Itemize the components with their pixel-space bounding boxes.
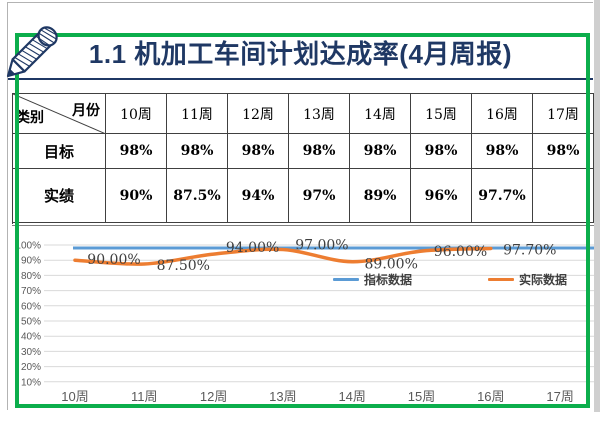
data-label: 87.50% bbox=[157, 258, 210, 274]
legend-swatch-target bbox=[333, 278, 359, 281]
x-tick-label: 17周 bbox=[546, 389, 573, 404]
y-tick-label: 80% bbox=[21, 271, 41, 282]
data-label: 94.00% bbox=[226, 240, 279, 256]
title-underline bbox=[8, 78, 593, 80]
col-header-week11: 11周 bbox=[167, 94, 228, 134]
legend-swatch-actual bbox=[488, 278, 515, 281]
col-header-week10: 10周 bbox=[106, 94, 167, 134]
target-cell: 98% bbox=[106, 134, 167, 169]
target-cell: 98% bbox=[472, 134, 533, 169]
col-header-week16: 16周 bbox=[472, 94, 533, 134]
actual-cell: 94% bbox=[228, 169, 289, 223]
x-tick-label: 13周 bbox=[269, 389, 296, 404]
page-title: 1.1 机加工车间计划达成率(4月周报) bbox=[88, 39, 513, 69]
actual-cell: 97.7% bbox=[472, 169, 533, 223]
y-tick-label: 90% bbox=[21, 256, 41, 267]
slide-left-edge bbox=[7, 2, 8, 410]
target-cell: 98% bbox=[411, 134, 472, 169]
y-tick-label: 30% bbox=[21, 347, 41, 358]
col-header-week13: 13周 bbox=[289, 94, 350, 134]
actual-cell bbox=[533, 169, 594, 223]
table-corner-cell: 类别 月份 bbox=[13, 94, 106, 134]
legend-item-target: 指标数据 bbox=[333, 271, 412, 288]
legend-label-target: 指标数据 bbox=[364, 273, 413, 287]
target-cell: 98% bbox=[350, 134, 411, 169]
y-tick-label: 60% bbox=[21, 301, 41, 312]
table-bottom-rule bbox=[12, 225, 594, 226]
actual-series-line bbox=[73, 246, 493, 266]
data-label: 96.00% bbox=[434, 244, 487, 260]
y-tick-label: 10% bbox=[21, 377, 41, 388]
actual-cell: 96% bbox=[411, 169, 472, 223]
actual-cell: 90% bbox=[106, 169, 167, 223]
target-cell: 98% bbox=[228, 134, 289, 169]
x-tick-label: 16周 bbox=[477, 389, 504, 404]
selection-border[interactable] bbox=[15, 33, 590, 408]
row-header-target: 目标 bbox=[13, 134, 106, 169]
achievement-line-chart[interactable]: 100% 90% 80% 70% 60% 50% 40% 30% 20% 10% 10周 11周 12周… bbox=[0, 232, 600, 410]
x-tick-label: 14周 bbox=[338, 389, 365, 404]
legend-label-actual: 实际数据 bbox=[519, 273, 568, 287]
actual-cell: 97% bbox=[289, 169, 350, 223]
y-tick-label: 40% bbox=[21, 332, 41, 343]
data-label: 97.00% bbox=[295, 238, 348, 254]
corner-diagonal-line bbox=[13, 94, 106, 134]
chart-legend[interactable]: 指标数据 实际数据 bbox=[333, 271, 567, 288]
col-header-week14: 14周 bbox=[350, 94, 411, 134]
data-table[interactable]: 类别 月份 10周 11周 12周 13周 14周 15周 16周 17周 目标… bbox=[12, 93, 600, 224]
title-block[interactable]: 1.1 机加工车间计划达成率(4月周报) bbox=[8, 34, 593, 71]
data-label: 89.00% bbox=[365, 257, 418, 273]
data-label: 90.00% bbox=[87, 252, 140, 268]
corner-label-category: 类别 bbox=[16, 109, 44, 125]
y-tick-label: 20% bbox=[21, 362, 41, 373]
target-cell: 98% bbox=[289, 134, 350, 169]
actual-cell: 87.5% bbox=[167, 169, 228, 223]
x-tick-label: 11周 bbox=[131, 389, 158, 404]
target-cell: 98% bbox=[167, 134, 228, 169]
target-cell: 98% bbox=[533, 134, 594, 169]
corner-label-month: 月份 bbox=[72, 102, 100, 118]
col-header-week17: 17周 bbox=[533, 94, 594, 134]
y-tick-label: 100% bbox=[15, 241, 41, 252]
data-label: 97.70% bbox=[503, 242, 556, 258]
x-tick-label: 10周 bbox=[61, 389, 88, 404]
row-header-actual: 实绩 bbox=[13, 169, 106, 223]
x-tick-label: 15周 bbox=[408, 389, 435, 404]
x-tick-label: 12周 bbox=[200, 389, 227, 404]
slide-top-edge bbox=[7, 2, 593, 3]
slide-right-edge bbox=[594, 0, 600, 412]
actual-cell: 89% bbox=[350, 169, 411, 223]
legend-item-actual: 实际数据 bbox=[488, 271, 567, 288]
col-header-week12: 12周 bbox=[228, 94, 289, 134]
pencil-icon bbox=[6, 26, 58, 78]
y-tick-label: 70% bbox=[21, 286, 41, 297]
col-header-week15: 15周 bbox=[411, 94, 472, 134]
y-tick-label: 50% bbox=[21, 317, 41, 328]
